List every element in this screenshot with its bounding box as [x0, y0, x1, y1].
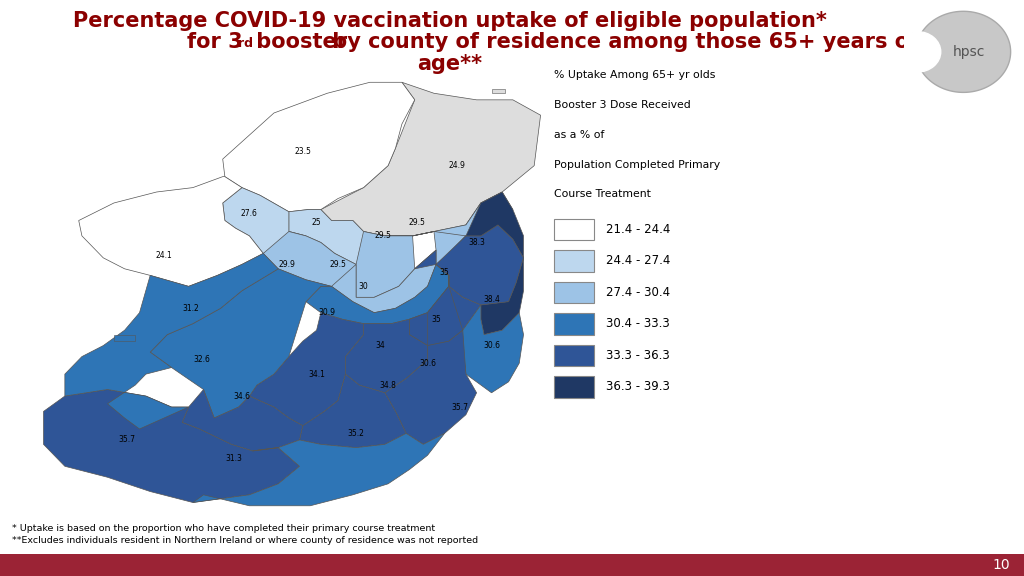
Text: 34.1: 34.1: [308, 370, 325, 378]
Text: Booster 3 Dose Received: Booster 3 Dose Received: [554, 100, 691, 110]
Bar: [554, 218, 594, 240]
Bar: [0, 554, 1024, 576]
Text: 35.2: 35.2: [347, 429, 365, 438]
Polygon shape: [43, 389, 299, 502]
Polygon shape: [114, 335, 135, 341]
Text: rd: rd: [238, 37, 253, 50]
Polygon shape: [916, 12, 1011, 92]
Text: 35.7: 35.7: [118, 435, 135, 445]
Text: age**: age**: [418, 54, 482, 74]
Text: for 3: for 3: [422, 32, 478, 52]
Text: 21.4 - 24.4: 21.4 - 24.4: [606, 223, 671, 236]
Text: 38.3: 38.3: [468, 238, 485, 247]
Polygon shape: [413, 192, 513, 253]
Text: 30.4 - 33.3: 30.4 - 33.3: [606, 317, 670, 331]
Text: hpsc: hpsc: [952, 45, 985, 59]
Polygon shape: [299, 374, 407, 448]
Polygon shape: [345, 319, 428, 393]
Text: 29.9: 29.9: [279, 260, 295, 269]
Polygon shape: [79, 177, 263, 286]
Text: 29.5: 29.5: [409, 218, 425, 227]
Text: as a % of: as a % of: [554, 130, 604, 140]
Text: 23.5: 23.5: [294, 147, 311, 156]
Polygon shape: [193, 433, 444, 506]
Text: 24.1: 24.1: [156, 251, 172, 260]
Text: 35: 35: [431, 314, 441, 324]
Bar: [554, 344, 594, 366]
Polygon shape: [492, 89, 506, 93]
Text: 31.3: 31.3: [225, 454, 242, 463]
Polygon shape: [263, 232, 356, 297]
Text: Course Treatment: Course Treatment: [554, 190, 651, 199]
Polygon shape: [466, 192, 523, 258]
Text: 35: 35: [439, 268, 450, 276]
Text: 24.4 - 27.4: 24.4 - 27.4: [606, 255, 671, 267]
Polygon shape: [385, 330, 476, 444]
Text: 34.6: 34.6: [233, 392, 251, 400]
Text: 36.3 - 39.3: 36.3 - 39.3: [606, 380, 670, 393]
Polygon shape: [428, 286, 463, 346]
Text: for 3   booster by county of residence among those 65+ years of: for 3 booster by county of residence amo…: [70, 32, 830, 52]
Text: 29.5: 29.5: [375, 232, 391, 240]
Text: **Excludes individuals resident in Northern Ireland or where county of residence: **Excludes individuals resident in North…: [12, 536, 478, 545]
Bar: [554, 313, 594, 335]
Polygon shape: [410, 264, 481, 360]
Polygon shape: [321, 82, 541, 236]
Polygon shape: [182, 389, 303, 451]
Text: 30.6: 30.6: [419, 359, 436, 367]
Polygon shape: [463, 305, 523, 393]
Text: 25: 25: [311, 218, 322, 227]
Polygon shape: [250, 313, 364, 426]
Polygon shape: [151, 269, 332, 418]
Text: % Uptake Among 65+ yr olds: % Uptake Among 65+ yr olds: [554, 70, 716, 80]
Text: Percentage COVID-19 vaccination uptake of eligible population*: Percentage COVID-19 vaccination uptake o…: [73, 11, 827, 31]
Polygon shape: [306, 264, 449, 324]
Polygon shape: [385, 203, 481, 269]
Text: 33.3 - 36.3: 33.3 - 36.3: [606, 349, 670, 362]
Text: 34: 34: [376, 341, 385, 350]
Polygon shape: [415, 225, 523, 305]
Bar: [554, 376, 594, 397]
Text: 24.9: 24.9: [449, 161, 466, 170]
Text: 32.6: 32.6: [193, 355, 210, 365]
Text: 10: 10: [992, 558, 1010, 572]
Polygon shape: [332, 250, 436, 313]
Text: 31.2: 31.2: [182, 304, 199, 313]
Bar: [554, 282, 594, 303]
Text: for 3: for 3: [187, 32, 243, 52]
Text: by county of residence among those 65+ years of: by county of residence among those 65+ y…: [325, 32, 919, 52]
Polygon shape: [289, 210, 385, 264]
Text: 38.4: 38.4: [483, 295, 500, 304]
Polygon shape: [356, 232, 415, 297]
Text: 27.4 - 30.4: 27.4 - 30.4: [606, 286, 671, 299]
Text: 29.5: 29.5: [330, 260, 346, 269]
Text: booster: booster: [249, 32, 347, 52]
Text: 35.7: 35.7: [451, 403, 468, 411]
Text: * Uptake is based on the proportion who have completed their primary course trea: * Uptake is based on the proportion who …: [12, 524, 435, 533]
Polygon shape: [65, 253, 279, 429]
Polygon shape: [481, 258, 523, 335]
Text: 27.6: 27.6: [241, 210, 258, 218]
Text: Population Completed Primary: Population Completed Primary: [554, 160, 720, 169]
Text: 34.8: 34.8: [380, 381, 396, 389]
Polygon shape: [410, 286, 449, 346]
Polygon shape: [222, 82, 415, 212]
Circle shape: [893, 32, 941, 72]
Polygon shape: [222, 188, 306, 253]
Bar: [554, 250, 594, 272]
Text: 30.9: 30.9: [318, 308, 336, 317]
Text: 30: 30: [358, 282, 369, 291]
Text: 30.6: 30.6: [483, 341, 500, 350]
